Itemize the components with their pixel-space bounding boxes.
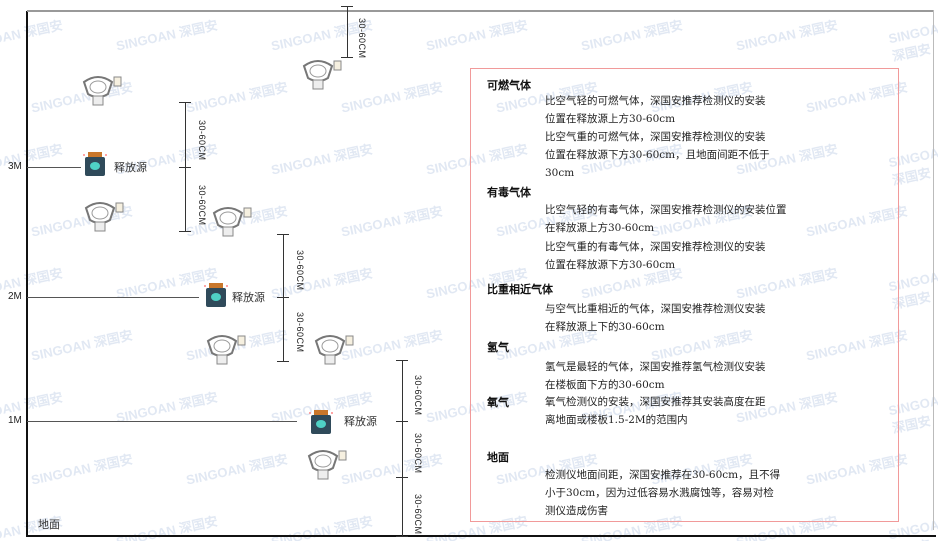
watermark-logo: SINGOAN 深国安 [887,19,938,64]
dimension-line [402,421,403,477]
watermark-logo: SINGOAN 深国安 [339,451,444,488]
watermark-logo: SINGOAN 深国安 [269,141,374,178]
section-text: 比空气轻的有毒气体，深国安推荐检测仪的安装位置 [545,204,787,216]
section-title: 有毒气体 [487,186,531,199]
release-source-icon [83,151,107,181]
level-1m: 1M [8,415,22,426]
dimension-tick [341,6,353,7]
section-text: 测仪造成伤害 [545,505,608,517]
dimension-label: 30-60CM [357,18,367,59]
section-title: 可燃气体 [487,79,531,92]
watermark-logo: SINGOAN 深国安 [0,17,64,54]
gas-detector-icon [202,333,246,369]
wall-axis [26,11,28,537]
dimension-tick [396,360,408,361]
watermark-logo: SINGOAN 深国安 [339,203,444,240]
level-2m-line [27,297,199,298]
watermark-logo: SINGOAN 深国安 [29,451,134,488]
ground-label: 地面 [38,518,60,531]
bottle-icon [83,152,107,176]
bottle-icon [204,283,228,307]
dimension-label: 30-60CM [413,494,423,535]
level-2m: 2M [8,291,22,302]
watermark-logo: SINGOAN 深国安 [184,79,289,116]
section-text: 比空气轻的可燃气体，深国安推荐检测仪的安装 [545,95,766,107]
gas-detector-icon [80,200,124,236]
dimension-line [283,297,284,361]
section-text: 小于30cm，因为过低容易水溅腐蚀等，容易对检 [545,487,774,499]
gas-detector-icon [298,58,342,94]
release-source-label: 释放源 [344,415,377,428]
dimension-label: 30-60CM [295,250,305,291]
gas-detector-icon [208,205,252,241]
section-text: 位置在释放源下方30-60cm [545,259,676,271]
dimension-tick [341,57,353,58]
dimension-tick [396,536,408,537]
section-text: 在释放源上方30-60cm [545,222,655,234]
dimension-label: 30-60CM [413,433,423,474]
section-title: 氢气 [487,341,509,354]
watermark-logo: SINGOAN 深国安 [579,17,684,54]
release-source-icon [204,282,228,312]
dimension-line [347,6,348,57]
dimension-tick [179,231,191,232]
section-text: 位置在释放源上方30-60cm [545,113,676,125]
level-1m-line [27,421,297,422]
section-text: 在释放源上下的30-60cm [545,321,665,333]
section-text: 与空气比重相近的气体，深国安推荐检测仪安装 [545,303,766,315]
watermark-logo: SINGOAN 深国安 [114,17,219,54]
watermark-logo: SINGOAN 深国安 [0,141,64,178]
dimension-tick [277,234,289,235]
section-text: 在楼板面下方的30-60cm [545,379,665,391]
section-text: 离地面或楼板1.5-2M的范围内 [545,414,688,426]
watermark-logo: SINGOAN 深国安 [29,327,134,364]
section-text: 30cm [545,167,575,179]
dimension-tick [277,361,289,362]
dimension-tick [277,297,289,298]
ground-line [26,535,936,537]
dimension-tick [179,102,191,103]
level-3m: 3M [8,161,22,172]
dimension-tick [396,477,408,478]
watermark-logo: SINGOAN 深国安 [424,17,529,54]
right-wall-line [933,10,934,530]
dimension-tick [396,421,408,422]
section-title: 地面 [487,451,509,464]
dimension-line [283,234,284,297]
release-source-label: 释放源 [114,161,147,174]
gas-detector-icon [310,333,354,369]
release-source-icon [309,409,333,439]
dimension-tick [179,167,191,168]
section-text: 氧气检测仪的安装，深国安推荐其安装高度在距 [545,396,766,408]
dimension-line [402,360,403,421]
section-text: 比空气重的可燃气体，深国安推荐检测仪的安装 [545,131,766,143]
watermark-logo: SINGOAN 深国安 [339,79,444,116]
section-title: 比重相近气体 [487,283,553,296]
dimension-label: 30-60CM [295,312,305,353]
release-source-label: 释放源 [232,291,265,304]
ceiling-line [27,10,934,12]
bottle-icon [309,410,333,434]
section-text: 氢气是最轻的气体，深国安推荐氢气检测仪安装 [545,361,766,373]
watermark-logo: SINGOAN 深国安 [184,451,289,488]
dimension-line [402,477,403,536]
section-text: 检测仪地面间距，深国安推荐在30-60cm，且不得 [545,469,781,481]
watermark-logo: SINGOAN 深国安 [339,327,444,364]
gas-detector-icon [78,74,122,110]
dimension-label: 30-60CM [197,185,207,226]
gas-detector-icon [303,448,347,484]
dimension-line [185,167,186,231]
section-text: 比空气重的有毒气体，深国安推荐检测仪的安装 [545,241,766,253]
dimension-line [185,102,186,167]
guidance-panel: 可燃气体比空气轻的可燃气体，深国安推荐检测仪的安装 位置在释放源上方30-60cm… [470,68,899,522]
dimension-label: 30-60CM [413,375,423,416]
dimension-label: 30-60CM [197,120,207,161]
section-title: 氧气 [487,396,509,409]
level-3m-line [27,167,81,168]
watermark-logo: SINGOAN 深国安 [734,17,839,54]
section-text: 位置在释放源下方30-60cm，且地面间距不低于 [545,149,770,161]
